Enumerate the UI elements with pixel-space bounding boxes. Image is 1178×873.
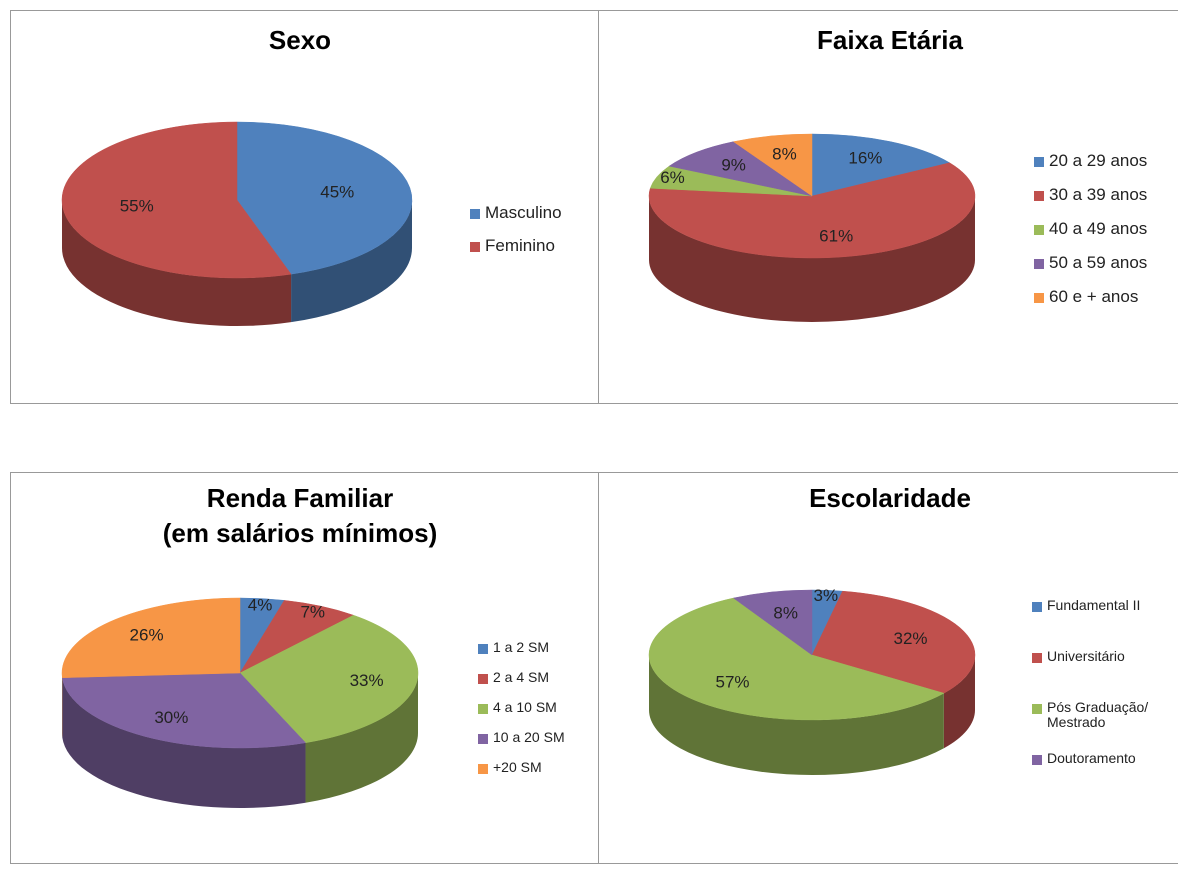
- legend-item: Fundamental II: [1032, 597, 1150, 649]
- legend-label: Universitário: [1047, 648, 1125, 664]
- legend-item: Feminino: [470, 236, 590, 270]
- legend-item: Doutoramento: [1032, 750, 1150, 802]
- slice: [648, 597, 945, 721]
- legend-swatch: [1032, 755, 1042, 766]
- legend-swatch: [1034, 157, 1044, 168]
- legend-swatch: [470, 209, 480, 220]
- legend-swatch: [1032, 653, 1042, 664]
- slice: [61, 121, 292, 279]
- legend-swatch: [1034, 259, 1044, 270]
- chart-title: Escolaridade: [809, 483, 971, 513]
- data-label: 30%: [154, 708, 188, 727]
- data-label: 6%: [660, 168, 685, 187]
- slice-side: [62, 200, 292, 326]
- slice: [239, 614, 419, 744]
- slice-side: [649, 655, 944, 775]
- legend-item: +20 SM: [478, 759, 588, 790]
- slice: [811, 590, 976, 694]
- legend-label: Feminino: [485, 236, 555, 255]
- legend: 20 a 29 anos 30 a 39 anos 40 a 49 anos 50 a…: [1034, 151, 1174, 322]
- legend-label: 20 a 29 anos: [1049, 151, 1148, 170]
- data-label: 8%: [772, 145, 797, 164]
- data-label: 45%: [320, 182, 354, 201]
- data-label: 26%: [130, 626, 164, 645]
- slice-side: [943, 655, 975, 749]
- legend-swatch: [1032, 602, 1042, 613]
- legend-label: 2 a 4 SM: [493, 669, 550, 685]
- data-label: 9%: [721, 156, 746, 175]
- legend-swatch: [478, 734, 488, 745]
- legend: 1 a 2 SM 2 a 4 SM 4 a 10 SM 10 a 20 SM +20 S…: [478, 639, 588, 790]
- data-label: 3%: [814, 586, 839, 605]
- slice: [811, 133, 951, 197]
- legend-item: 60 e + anos: [1034, 287, 1174, 322]
- legend-item: 4 a 10 SM: [478, 699, 588, 730]
- legend-label: 30 a 39 anos: [1049, 185, 1148, 204]
- data-label: 57%: [716, 672, 750, 691]
- legend-label: Fundamental II: [1047, 597, 1141, 613]
- legend-label: Doutoramento: [1047, 750, 1136, 766]
- slice: [236, 121, 413, 275]
- slice-side: [305, 673, 418, 803]
- data-label: 4%: [248, 596, 273, 615]
- slice: [668, 141, 813, 197]
- slice: [732, 133, 813, 197]
- legend-swatch: [478, 704, 488, 715]
- legend-swatch: [1034, 191, 1044, 202]
- legend-label: 1 a 2 SM: [493, 639, 550, 655]
- slice: [62, 672, 307, 749]
- legend-swatch: [1032, 704, 1042, 715]
- data-label: 8%: [773, 604, 798, 623]
- legend-swatch: [1034, 293, 1044, 304]
- legend-label: 10 a 20 SM: [493, 729, 565, 745]
- data-label: 7%: [300, 602, 325, 621]
- legend-swatch: [478, 764, 488, 775]
- data-label: 16%: [848, 149, 882, 168]
- legend-swatch: [478, 674, 488, 685]
- legend-item: 10 a 20 SM: [478, 729, 588, 760]
- chart-title: Renda Familiar: [207, 483, 393, 513]
- legend-item: 30 a 39 anos: [1034, 185, 1174, 220]
- legend-label: Masculino: [485, 203, 562, 222]
- legend-label: 4 a 10 SM: [493, 699, 557, 715]
- legend: Fundamental II Universitário Pós Graduação…: [1032, 597, 1150, 802]
- chart-subtitle: (em salários mínimos): [163, 518, 438, 548]
- slice-side: [62, 677, 306, 808]
- slice-side: [291, 200, 412, 323]
- legend-item: 20 a 29 anos: [1034, 151, 1174, 186]
- legend-label: +20 SM: [493, 759, 542, 775]
- legend-item: Masculino: [470, 203, 590, 237]
- slice-side: [649, 196, 975, 322]
- legend-item: Pós Graduação/ Mestrado: [1032, 699, 1150, 751]
- legend-item: 1 a 2 SM: [478, 639, 588, 670]
- legend-swatch: [478, 644, 488, 655]
- legend-label: Pós Graduação/ Mestrado: [1047, 699, 1149, 731]
- slice: [732, 589, 813, 656]
- legend-label: 60 e + anos: [1049, 287, 1139, 306]
- data-label: 55%: [120, 197, 154, 216]
- slice: [648, 162, 976, 259]
- data-label: 33%: [350, 671, 384, 690]
- legend: Masculino Feminino: [470, 203, 590, 270]
- legend-swatch: [1034, 225, 1044, 236]
- panel: [598, 472, 1178, 864]
- legend-swatch: [470, 242, 480, 253]
- chart-title: Faixa Etária: [817, 25, 964, 55]
- legend-item: Universitário: [1032, 648, 1150, 700]
- slice: [61, 597, 241, 678]
- panel: [598, 10, 1178, 404]
- legend-label: 50 a 59 anos: [1049, 253, 1148, 272]
- legend-label: 40 a 49 anos: [1049, 219, 1148, 238]
- chart-title: Sexo: [269, 25, 331, 55]
- legend-item: 2 a 4 SM: [478, 669, 588, 700]
- data-label: 32%: [893, 629, 927, 648]
- legend-item: 40 a 49 anos: [1034, 219, 1174, 254]
- data-label: 61%: [819, 227, 853, 246]
- legend-item: 50 a 59 anos: [1034, 253, 1174, 288]
